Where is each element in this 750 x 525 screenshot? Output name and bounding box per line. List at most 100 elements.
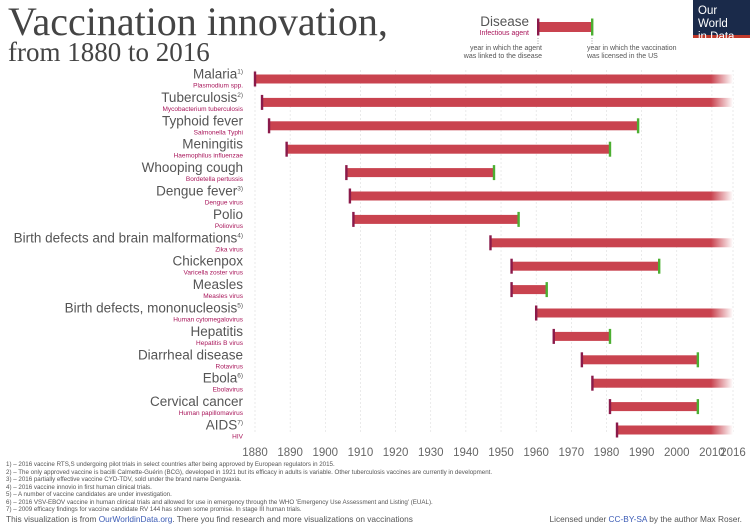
disease-label: Diarrheal disease xyxy=(138,347,243,362)
license-link[interactable]: CC-BY-SA xyxy=(608,514,647,524)
x-tick-label: 1990 xyxy=(629,447,655,459)
license-suffix: by the author Max Roser. xyxy=(646,514,742,524)
vaccine-licensed-tick xyxy=(608,141,612,157)
footnote-ref: 5) xyxy=(237,303,243,310)
disease-name: Typhoid fever xyxy=(162,113,244,128)
agent-linked-tick xyxy=(348,188,352,204)
agent-label: HIV xyxy=(232,434,244,441)
owid-link[interactable]: OurWorldinData.org xyxy=(98,514,173,524)
bar-fade xyxy=(711,191,733,201)
bar-fade xyxy=(711,97,733,107)
footnote-2: 2) – The only approved vaccine is bacill… xyxy=(6,468,493,476)
bar xyxy=(511,285,547,295)
agent-linked-tick xyxy=(352,211,355,227)
vaccine-licensed-tick xyxy=(517,211,520,227)
agent-label: Zika virus xyxy=(215,246,244,253)
agent-label: Measles virus xyxy=(203,293,243,300)
legend-agent: Infectious agent xyxy=(480,30,529,37)
bar xyxy=(536,308,711,318)
vaccine-licensed-tick xyxy=(636,118,640,134)
footnote-ref: 7) xyxy=(237,420,243,427)
x-tick-label: 1970 xyxy=(559,447,585,459)
disease-label: Birth defects and brain malformations4) xyxy=(14,230,243,245)
license-note: Licensed under CC-BY-SA by the author Ma… xyxy=(550,514,743,524)
agent-label: Rotavirus xyxy=(216,363,244,370)
footnote-ref: 4) xyxy=(237,232,243,239)
agent-linked-tick xyxy=(608,399,612,415)
footnote-1: 1) – 2016 vaccine RTS,S undergoing pilot… xyxy=(6,461,335,468)
agent-label: Bordetella pertussis xyxy=(186,176,244,183)
disease-name: Meningitis xyxy=(182,137,243,152)
agent-linked-tick xyxy=(285,141,288,157)
footnote-7: 7) – 2009 efficacy findings for vaccine … xyxy=(6,506,302,513)
agent-linked-tick xyxy=(510,258,513,274)
bar xyxy=(353,214,519,224)
bar xyxy=(346,168,494,178)
vaccine-licensed-tick xyxy=(608,328,612,344)
source-note: This visualization is from OurWorldinDat… xyxy=(6,514,413,524)
disease-name: Birth defects and brain malformations xyxy=(14,230,238,245)
disease-label: Ebola6) xyxy=(203,371,243,386)
owid-logo[interactable]: Our World in Data xyxy=(693,0,750,43)
agent-label: Ebolavirus xyxy=(213,387,244,394)
disease-name: Malaria xyxy=(193,67,238,82)
x-tick-label: 1940 xyxy=(453,447,479,459)
disease-label: Whooping cough xyxy=(142,160,243,175)
agent-linked-tick xyxy=(552,328,555,344)
footnote-3: 3) – 2016 partially effective vaccine CY… xyxy=(6,476,242,483)
disease-label: Chickenpox xyxy=(172,254,243,269)
x-tick-label: 2000 xyxy=(664,447,690,459)
disease-label: Dengue fever3) xyxy=(156,184,243,199)
disease-label: Hepatitis xyxy=(190,324,243,339)
disease-name: Dengue fever xyxy=(156,184,238,199)
disease-label: Malaria1) xyxy=(193,67,243,82)
bar-fade xyxy=(711,238,733,248)
disease-label: AIDS7) xyxy=(206,418,243,433)
legend-start-tick xyxy=(537,18,540,36)
bar-fade xyxy=(711,74,733,84)
x-tick-label: 1980 xyxy=(594,447,620,459)
x-tick-label: 1910 xyxy=(348,447,374,459)
agent-linked-tick xyxy=(510,282,513,298)
bars xyxy=(253,71,733,438)
legend-end-tick xyxy=(591,18,594,36)
agent-linked-tick xyxy=(345,165,348,181)
agent-label: Human papillomavirus xyxy=(179,410,244,417)
grid-lines xyxy=(254,70,734,434)
disease-name: AIDS xyxy=(206,418,238,433)
logo-line2: in Data xyxy=(698,31,735,43)
bar xyxy=(286,144,610,154)
agent-linked-tick xyxy=(591,375,594,391)
agent-label: Salmonella Typhi xyxy=(194,129,243,136)
x-tick-label: 1900 xyxy=(312,447,338,459)
chart-subtitle: from 1880 to 2016 xyxy=(8,37,210,67)
agent-label: Poliovirus xyxy=(215,223,244,230)
agent-label: Mycobacterium tuberculosis xyxy=(162,106,243,113)
bar xyxy=(581,355,698,365)
agent-label: Haemophilus influenzae xyxy=(174,153,244,160)
footnote-4: 4) – 2016 vaccine innovio in first human… xyxy=(6,483,152,491)
bar xyxy=(490,238,711,248)
bar xyxy=(349,191,711,201)
row-labels: Malaria1)Plasmodium spp.Tuberculosis2)My… xyxy=(14,67,244,441)
vaccine-licensed-tick xyxy=(492,165,496,181)
footnote-ref: 1) xyxy=(237,69,243,76)
license-prefix: Licensed under xyxy=(549,514,609,524)
x-tick-label: 1880 xyxy=(242,447,268,459)
disease-name: Ebola xyxy=(203,371,238,386)
agent-linked-tick xyxy=(580,352,584,368)
x-tick-label: 1920 xyxy=(383,447,409,459)
x-tick-label: 1930 xyxy=(418,447,444,459)
disease-name: Measles xyxy=(193,277,244,292)
agent-linked-tick xyxy=(253,71,257,87)
bar xyxy=(255,74,711,84)
x-tick-label: 1890 xyxy=(277,447,303,459)
agent-label: Human cytomegalovirus xyxy=(173,317,243,324)
vaccine-licensed-tick xyxy=(696,352,700,368)
agent-linked-tick xyxy=(534,305,538,321)
legend-note: was licensed in the US xyxy=(586,53,658,60)
legend-note: was linked to the disease xyxy=(463,53,542,60)
x-tick-label: 1950 xyxy=(488,447,514,459)
x-axis: 1880 1890 1900 1910 1920 1930 1940 1950 1960 1970… xyxy=(242,447,746,459)
